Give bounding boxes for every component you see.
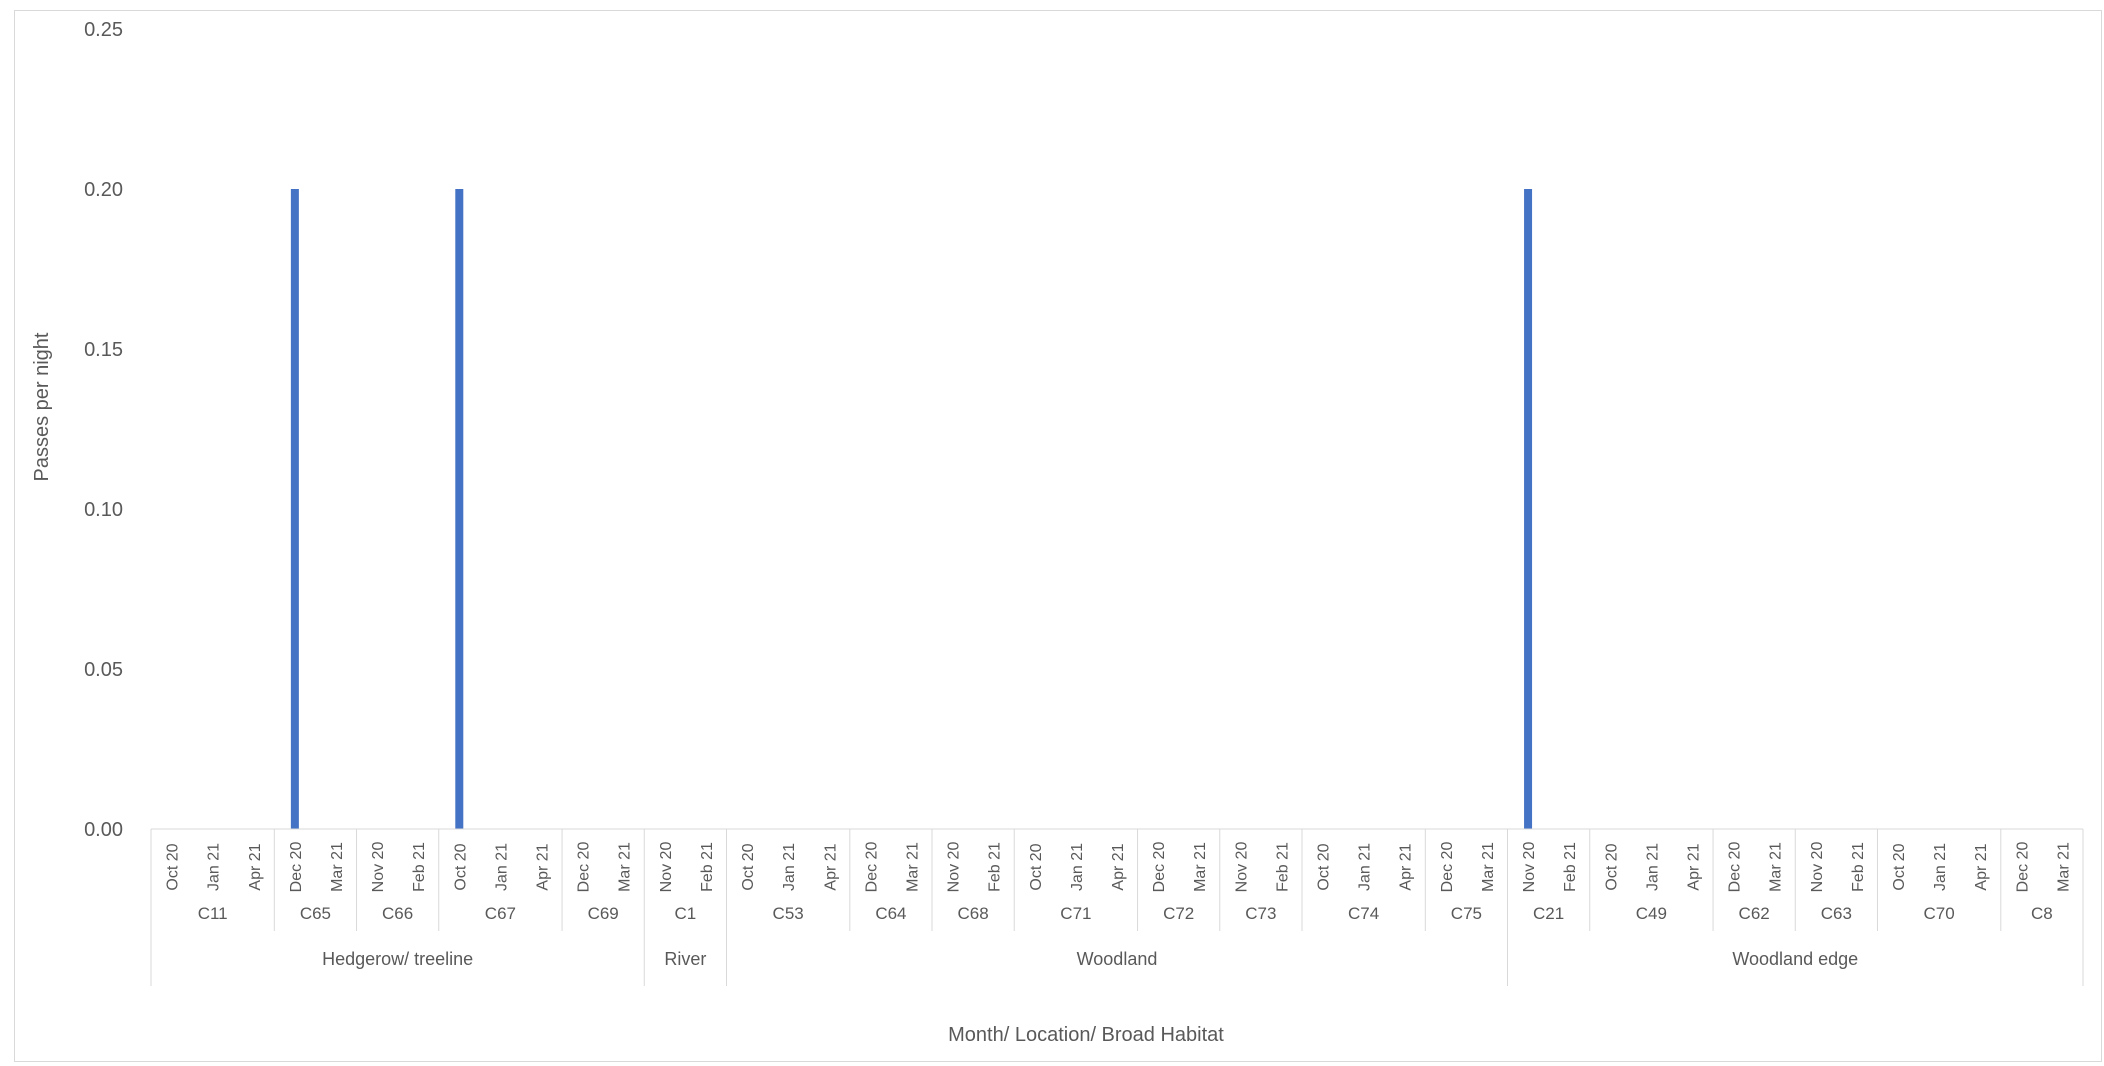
- y-tick-label: 0.05: [84, 659, 123, 681]
- month-label: Jan 21: [206, 843, 223, 891]
- month-label: Nov 20: [946, 842, 963, 893]
- month-label: Dec 20: [1439, 842, 1456, 893]
- month-label: Feb 21: [987, 842, 1004, 892]
- month-label: Oct 20: [740, 843, 757, 890]
- month-label: Apr 21: [535, 843, 552, 890]
- month-label: Oct 20: [165, 843, 182, 890]
- location-label: C62: [1739, 904, 1770, 923]
- location-label: C67: [485, 904, 516, 923]
- location-label: C73: [1245, 904, 1276, 923]
- location-label: C53: [773, 904, 804, 923]
- month-label: Dec 20: [2014, 842, 2031, 893]
- y-tick-label: 0.25: [84, 19, 123, 41]
- bar: [455, 189, 464, 829]
- location-label: C71: [1060, 904, 1091, 923]
- month-label: Feb 21: [1850, 842, 1867, 892]
- month-label: Feb 21: [1274, 842, 1291, 892]
- month-label: Nov 20: [1233, 842, 1250, 893]
- month-label: Nov 20: [1521, 842, 1538, 893]
- location-label: C72: [1163, 904, 1194, 923]
- location-label: C70: [1924, 904, 1955, 923]
- location-label: C68: [958, 904, 989, 923]
- y-tick-label: 0.15: [84, 339, 123, 361]
- location-label: C66: [382, 904, 413, 923]
- y-tick-label: 0.00: [84, 819, 123, 841]
- y-tick-label: 0.10: [84, 499, 123, 521]
- habitat-label: River: [664, 949, 706, 969]
- month-label: Oct 20: [1603, 843, 1620, 890]
- x-axis-title: Month/ Location/ Broad Habitat: [948, 1024, 1224, 1046]
- month-label: Apr 21: [247, 843, 264, 890]
- month-label: Jan 21: [1357, 843, 1374, 891]
- month-label: Apr 21: [822, 843, 839, 890]
- month-label: Jan 21: [1069, 843, 1086, 891]
- chart-area: 0.00 0.05 0.10 0.15 0.20 0.25 Oct 20 Jan 21 Apr…: [14, 10, 2102, 1062]
- month-label: Jan 21: [1932, 843, 1949, 891]
- month-label: Mar 21: [904, 842, 921, 892]
- month-label: Jan 21: [493, 843, 510, 891]
- location-label: C11: [198, 904, 228, 923]
- month-label: Mar 21: [1768, 842, 1785, 892]
- month-label: Apr 21: [1110, 843, 1127, 890]
- location-label: C1: [675, 904, 697, 923]
- habitat-label: Hedgerow/ treeline: [322, 949, 473, 969]
- month-label: Dec 20: [1151, 842, 1168, 893]
- month-label: Mar 21: [2055, 842, 2072, 892]
- location-label: C74: [1348, 904, 1379, 923]
- bar: [1524, 189, 1533, 829]
- location-label: C8: [2031, 904, 2053, 923]
- month-label: Mar 21: [617, 842, 634, 892]
- month-label: Oct 20: [1891, 843, 1908, 890]
- location-label: C75: [1451, 904, 1482, 923]
- location-label: C65: [300, 904, 331, 923]
- month-label: Nov 20: [370, 842, 387, 893]
- location-label: C49: [1636, 904, 1667, 923]
- month-label: Apr 21: [1398, 843, 1415, 890]
- month-label: Oct 20: [452, 843, 469, 890]
- month-label: Dec 20: [576, 842, 593, 893]
- month-label: Dec 20: [288, 842, 305, 893]
- location-label: C21: [1533, 904, 1564, 923]
- location-label: C64: [875, 904, 906, 923]
- y-axis-title: Passes per night: [31, 332, 53, 481]
- bars: [290, 189, 1533, 829]
- habitat-label: Woodland edge: [1732, 949, 1858, 969]
- x-axis: Oct 20 Jan 21 Apr 21 Dec 20 Mar 21 Nov 20 Feb …: [150, 828, 2084, 986]
- month-label: Mar 21: [1480, 842, 1497, 892]
- month-label: Apr 21: [1973, 843, 1990, 890]
- bar-chart: 0.00 0.05 0.10 0.15 0.20 0.25 Oct 20 Jan 21 Apr…: [31, 19, 2084, 1046]
- month-label: Mar 21: [329, 842, 346, 892]
- bar: [290, 189, 299, 829]
- location-label: C69: [588, 904, 619, 923]
- location-label: C63: [1821, 904, 1852, 923]
- month-label: Apr 21: [1685, 843, 1702, 890]
- y-axis: 0.00 0.05 0.10 0.15 0.20 0.25: [84, 19, 123, 841]
- month-label: Mar 21: [1192, 842, 1209, 892]
- month-label: Feb 21: [411, 842, 428, 892]
- month-label: Oct 20: [1316, 843, 1333, 890]
- month-label: Dec 20: [863, 842, 880, 893]
- y-tick-label: 0.20: [84, 179, 123, 201]
- habitat-label: Woodland: [1077, 949, 1158, 969]
- month-label: Oct 20: [1028, 843, 1045, 890]
- month-label: Feb 21: [1562, 842, 1579, 892]
- month-label: Jan 21: [1644, 843, 1661, 891]
- month-label: Nov 20: [1809, 842, 1826, 893]
- month-label: Dec 20: [1727, 842, 1744, 893]
- month-label: Feb 21: [699, 842, 716, 892]
- month-label: Nov 20: [658, 842, 675, 893]
- month-label: Jan 21: [781, 843, 798, 891]
